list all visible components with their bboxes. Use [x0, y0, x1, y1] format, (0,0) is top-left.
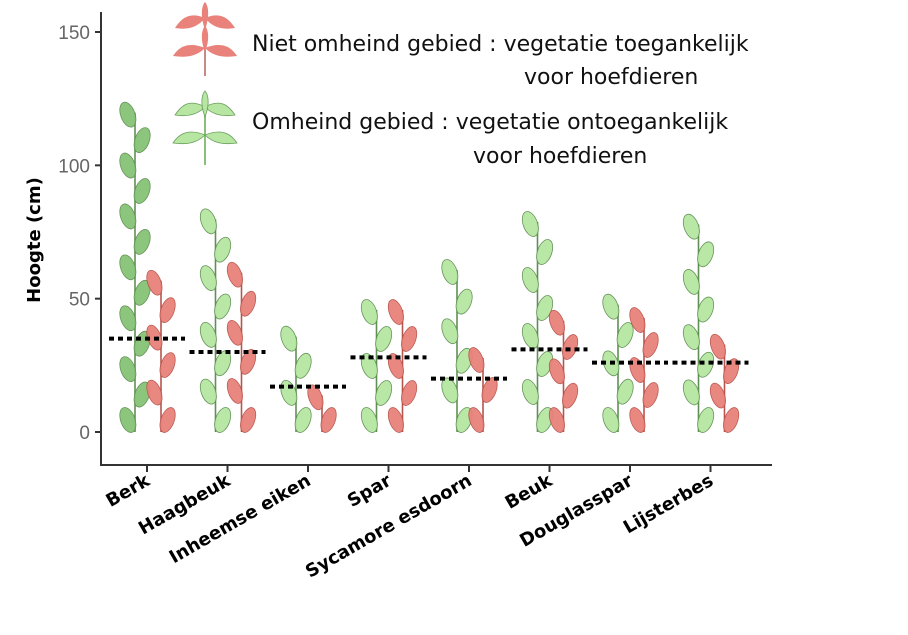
legend-fenced-line-1: Omheind gebied : vegetatie ontoegankelij…	[252, 110, 728, 135]
legend-fenced-line-2: voor hoefdieren	[473, 144, 647, 169]
legend-red-plant-icon	[173, 2, 237, 76]
plant-unfenced	[307, 384, 337, 433]
plant-fenced	[441, 259, 473, 433]
plant-illustrations	[119, 101, 740, 433]
y-tick-label: 100	[58, 156, 90, 177]
plant-unfenced	[468, 347, 498, 433]
legend-green-plant-icon	[172, 90, 238, 165]
plant-fenced	[280, 325, 312, 433]
legend-unfenced-line-2: voor hoefdieren	[524, 65, 698, 90]
plant-fenced	[199, 208, 232, 433]
category-label: Lijsterbes	[620, 470, 717, 538]
y-tick-label: 50	[69, 290, 90, 311]
category-label: Inheemse eiken	[166, 470, 315, 568]
plant-unfenced	[387, 299, 418, 433]
plant-fenced	[521, 211, 554, 433]
plant-unfenced	[629, 307, 659, 433]
plant-unfenced	[226, 261, 257, 433]
plant-fenced	[602, 293, 634, 433]
y-axis-title: Hoogte (cm)	[24, 177, 45, 303]
plant-unfenced	[548, 309, 579, 433]
category-label: Berk	[102, 470, 154, 512]
plant-fenced	[360, 299, 393, 433]
mean-height-markers	[109, 336, 749, 389]
y-tick-label: 150	[58, 23, 90, 44]
y-tick-label: 0	[79, 423, 90, 444]
category-label: Beuk	[502, 470, 557, 514]
category-label: Spar	[344, 470, 395, 512]
legend: Niet omheind gebied : vegetatie toeganke…	[172, 2, 749, 169]
plant-fenced	[682, 213, 715, 433]
legend-unfenced-line-1: Niet omheind gebied : vegetatie toeganke…	[252, 32, 749, 57]
plant-unfenced	[709, 333, 740, 433]
y-axis-ticks: 0 50 100 150	[58, 23, 101, 444]
plant-unfenced	[146, 269, 176, 433]
